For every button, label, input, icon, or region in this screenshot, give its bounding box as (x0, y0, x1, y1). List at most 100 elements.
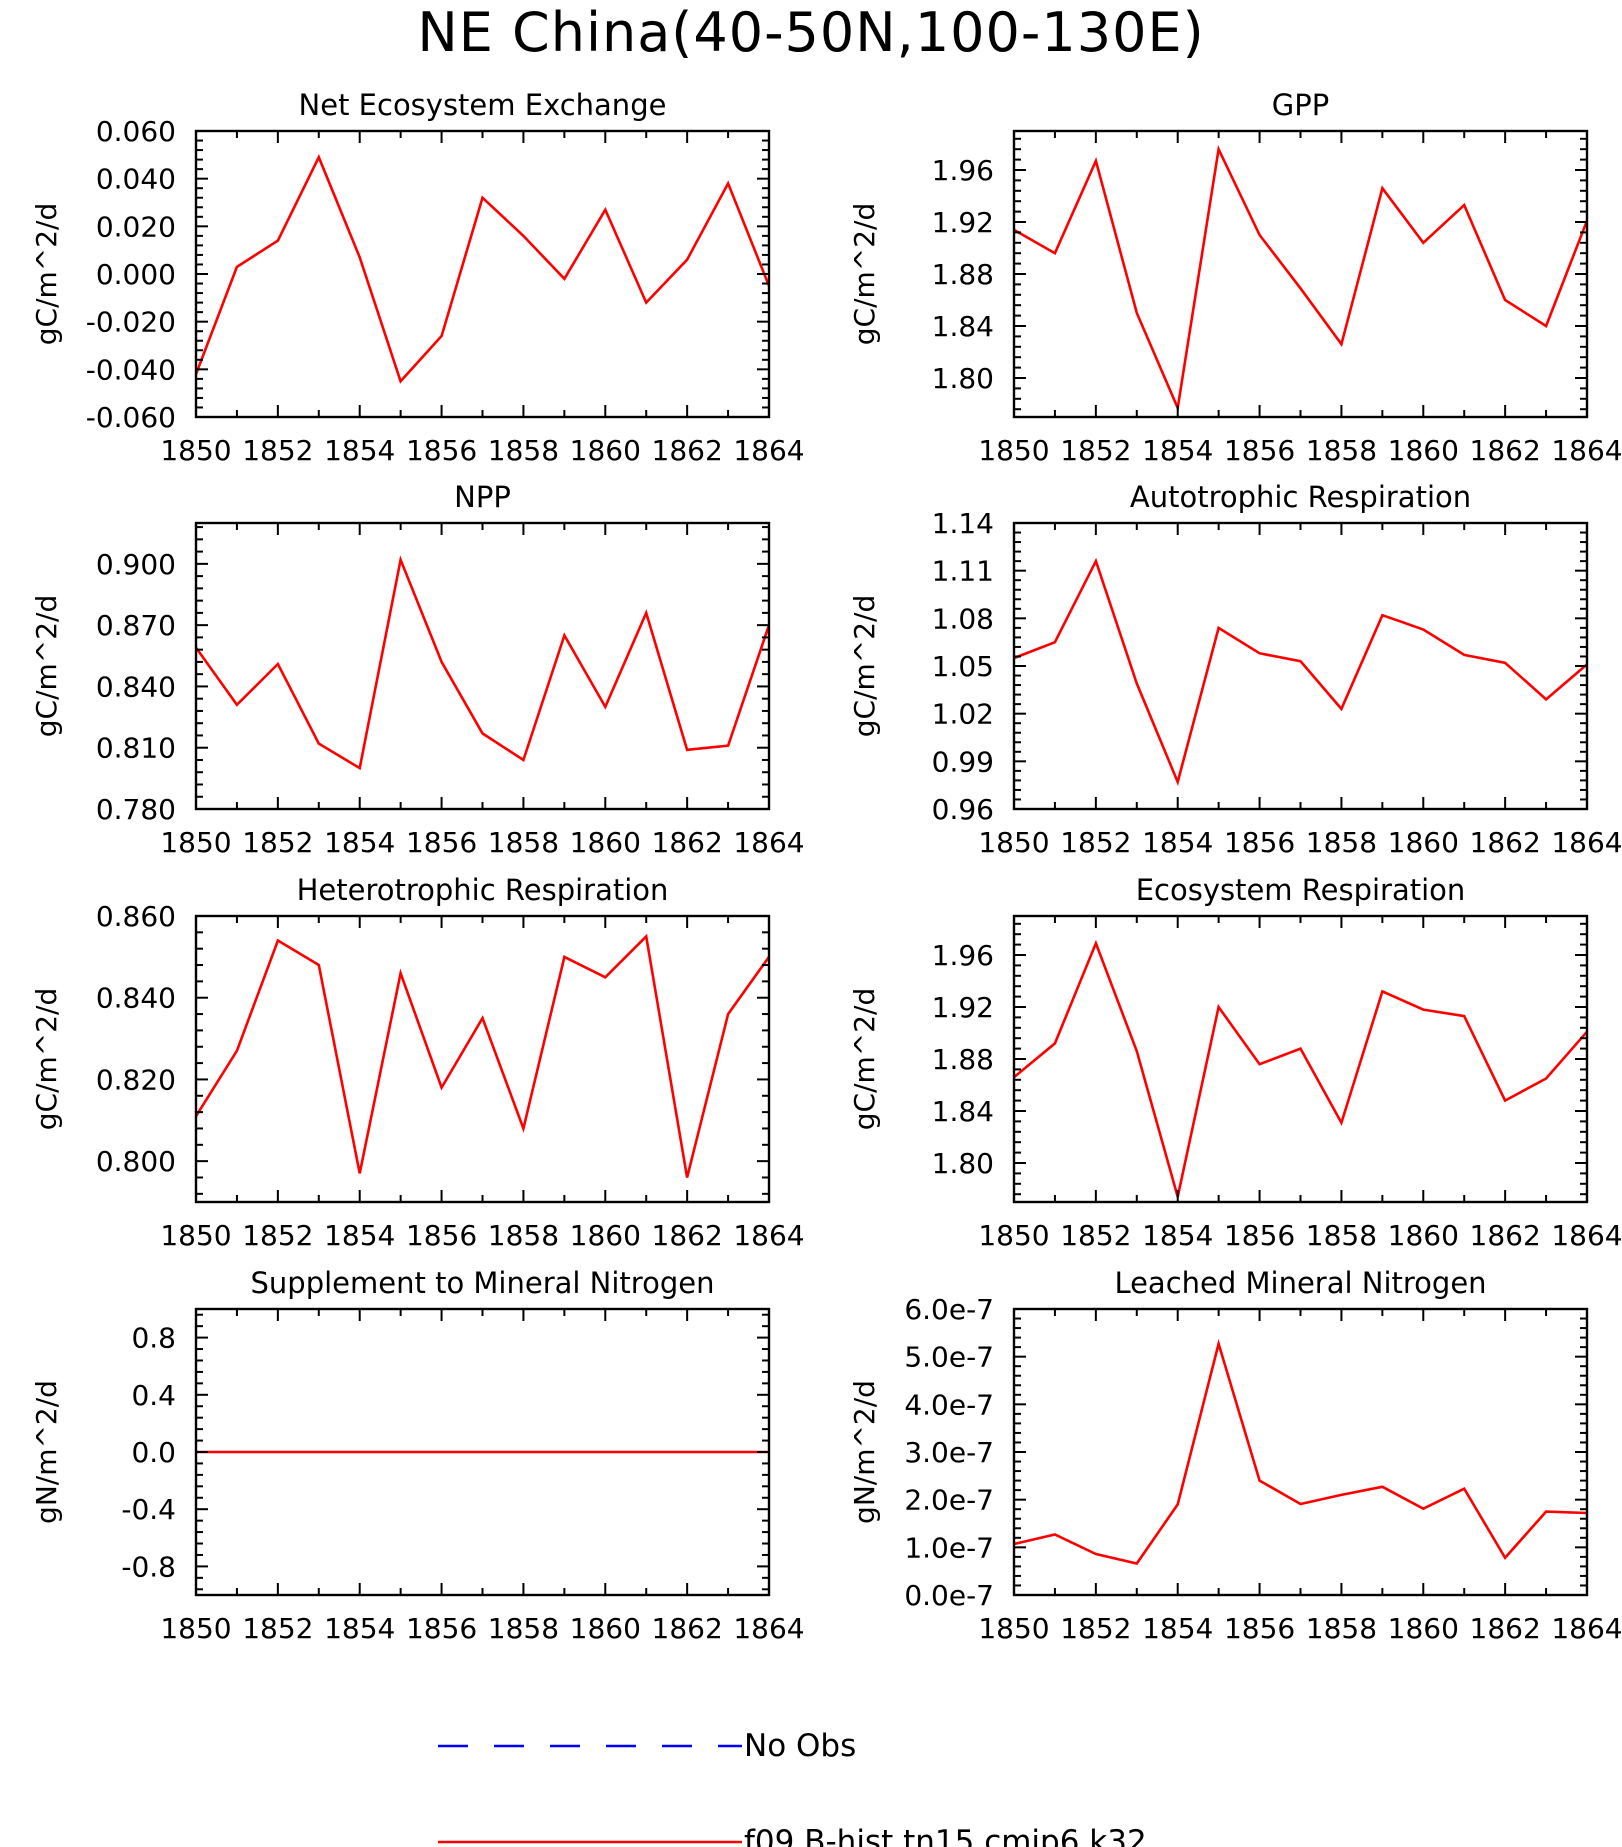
x-tick-label: 1862 (652, 1612, 723, 1645)
x-tick-label: 1854 (1142, 1612, 1213, 1645)
x-tick-label: 1852 (242, 434, 313, 467)
y-axis-label: gN/m^2/d (30, 1380, 63, 1524)
x-tick-label: 1860 (1388, 1219, 1459, 1252)
y-tick-label: -0.4 (121, 1493, 176, 1526)
y-tick-label: 6.0e-7 (904, 1293, 994, 1326)
panel-5: Heterotrophic Respiration gC/m^2/d 1850 185… (30, 873, 805, 1252)
x-tick-label: 1852 (1060, 826, 1131, 859)
y-tick-label: -0.060 (86, 401, 176, 434)
x-tick-label: 1854 (324, 434, 395, 467)
panel-title: Net Ecosystem Exchange (299, 88, 667, 122)
x-tick-label: 1858 (1306, 434, 1377, 467)
series-line-1 (196, 555, 769, 771)
series-line-1 (1014, 1338, 1587, 1565)
x-tick-label: 1862 (1470, 434, 1541, 467)
series-line-1 (196, 154, 769, 384)
panel-8: Leached Mineral Nitrogen gN/m^2/d 1850 1852… (848, 1266, 1622, 1645)
y-tick-label: 0.800 (96, 1145, 176, 1178)
series-line-1 (196, 933, 769, 1178)
x-tick-label: 1850 (160, 826, 231, 859)
x-tick-label: 1852 (1060, 434, 1131, 467)
y-tick-label: 0.99 (932, 745, 994, 778)
plot-frame (1012, 914, 1589, 1204)
panels: Net Ecosystem Exchange gC/m^2/d 1850 1852 18… (30, 88, 1622, 1645)
x-tick-label: 1856 (406, 826, 477, 859)
plot-frame (194, 129, 771, 419)
panel-2: GPP gC/m^2/d 1850 1852 1854 1856 1858 1860 1862 1… (848, 88, 1622, 467)
y-axis-label: gC/m^2/d (848, 203, 881, 346)
x-tick-label: 1854 (1142, 1219, 1213, 1252)
x-tick-label: 1854 (324, 1612, 395, 1645)
x-tick-label: 1864 (1551, 1219, 1622, 1252)
x-tick-label: 1860 (1388, 826, 1459, 859)
x-tick-label: 1862 (1470, 1219, 1541, 1252)
y-tick-label: 1.88 (932, 1043, 994, 1076)
panel-7: Supplement to Mineral Nitrogen gN/m^2/d 18… (30, 1266, 805, 1645)
x-tick-label: 1864 (733, 826, 804, 859)
panel-4: Autotrophic Respiration gC/m^2/d 1850 1852 1… (848, 480, 1622, 859)
x-tick-label: 1852 (242, 826, 313, 859)
x-tick-label: 1860 (570, 1612, 641, 1645)
series-line-1 (1014, 939, 1587, 1198)
y-tick-label: 5.0e-7 (904, 1341, 994, 1374)
x-tick-label: 1862 (652, 1219, 723, 1252)
x-tick-label: 1856 (406, 1612, 477, 1645)
plot-frame (194, 521, 771, 811)
x-tick-label: 1850 (978, 434, 1049, 467)
x-tick-label: 1858 (1306, 1219, 1377, 1252)
x-tick-label: 1854 (1142, 434, 1213, 467)
y-axis-label: gC/m^2/d (30, 595, 63, 738)
y-tick-label: -0.040 (86, 353, 176, 386)
y-tick-label: 0.4 (131, 1379, 176, 1412)
y-tick-label: 1.92 (932, 991, 994, 1024)
y-tick-label: 0.820 (96, 1063, 176, 1096)
x-tick-label: 1858 (488, 826, 559, 859)
y-tick-label: 0.840 (96, 670, 176, 703)
x-tick-label: 1858 (488, 1612, 559, 1645)
x-tick-label: 1864 (1551, 826, 1622, 859)
x-tick-label: 1858 (1306, 1612, 1377, 1645)
x-tick-label: 1858 (1306, 826, 1377, 859)
panel-title: Heterotrophic Respiration (297, 873, 669, 907)
legend-label: f09.B-hist.tn15.cmip6.k32 (744, 1824, 1147, 1847)
y-axis-label: gN/m^2/d (848, 1380, 881, 1524)
y-tick-label: 1.14 (932, 507, 994, 540)
panel-title: Leached Mineral Nitrogen (1114, 1266, 1486, 1300)
y-axis-label: gC/m^2/d (848, 595, 881, 738)
panel-1: Net Ecosystem Exchange gC/m^2/d 1850 1852 18… (30, 88, 805, 467)
y-tick-label: 4.0e-7 (904, 1388, 994, 1421)
y-tick-label: 1.92 (932, 206, 994, 239)
x-tick-label: 1856 (406, 434, 477, 467)
x-tick-label: 1850 (160, 1219, 231, 1252)
figure-title: NE China(40-50N,100-130E) (417, 1, 1205, 64)
panel-6: Ecosystem Respiration gC/m^2/d 1850 1852 185… (848, 873, 1622, 1252)
x-tick-label: 1850 (978, 1219, 1049, 1252)
y-tick-label: 1.11 (932, 555, 994, 588)
y-tick-label: 1.96 (932, 154, 994, 187)
x-tick-label: 1852 (242, 1219, 313, 1252)
x-tick-label: 1856 (1224, 1219, 1295, 1252)
x-tick-label: 1850 (160, 1612, 231, 1645)
x-tick-label: 1850 (978, 826, 1049, 859)
panel-title: Autotrophic Respiration (1130, 480, 1471, 514)
plot-frame (1012, 521, 1589, 811)
x-tick-label: 1864 (733, 434, 804, 467)
y-axis-label: gC/m^2/d (30, 203, 63, 346)
series-line-1 (1014, 144, 1587, 413)
x-tick-label: 1862 (652, 434, 723, 467)
y-tick-label: 1.02 (932, 698, 994, 731)
x-tick-label: 1860 (570, 826, 641, 859)
panel-title: Supplement to Mineral Nitrogen (251, 1266, 715, 1300)
y-tick-label: 1.84 (932, 310, 994, 343)
x-tick-label: 1864 (1551, 1612, 1622, 1645)
x-tick-label: 1860 (1388, 434, 1459, 467)
y-tick-label: 0.840 (96, 982, 176, 1015)
y-tick-label: 1.84 (932, 1095, 994, 1128)
y-tick-label: 1.88 (932, 258, 994, 291)
x-tick-label: 1860 (570, 434, 641, 467)
x-tick-label: 1864 (733, 1219, 804, 1252)
y-tick-label: 0.96 (932, 793, 994, 826)
y-tick-label: 0.0 (131, 1436, 176, 1469)
series-line-1 (1014, 557, 1587, 787)
